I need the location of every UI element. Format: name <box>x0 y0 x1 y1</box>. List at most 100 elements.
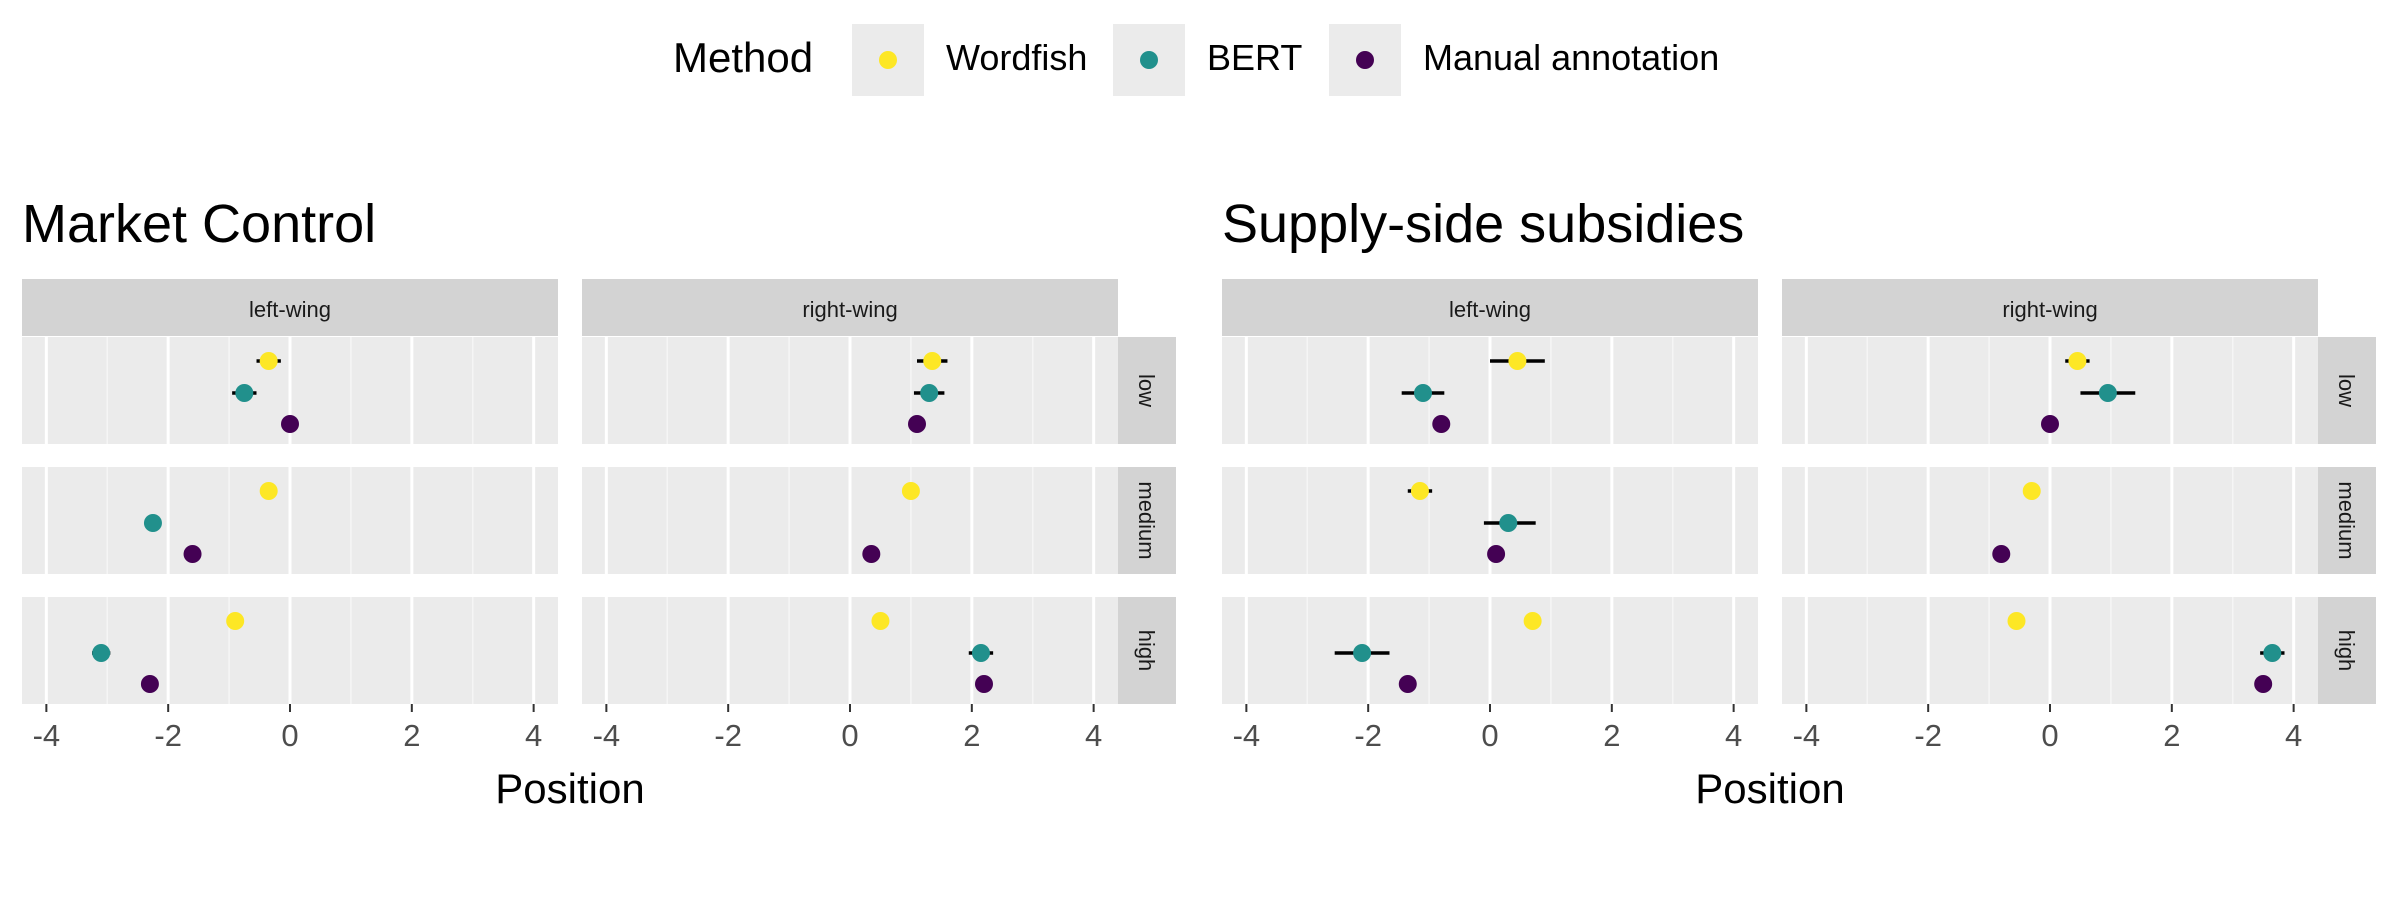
point-manual-annotation <box>862 545 881 563</box>
panel-right-wing-low <box>582 337 1118 444</box>
point-wordfish <box>1508 352 1527 370</box>
point-wordfish <box>259 482 278 500</box>
x-tick-label: -2 <box>154 718 182 753</box>
legend-marker-icon <box>879 51 897 69</box>
facet-strip-label: medium <box>1134 481 1159 559</box>
legend-marker-icon <box>1356 51 1374 69</box>
x-tick-label: -4 <box>33 718 61 753</box>
panel-right-wing-high <box>1782 597 2318 704</box>
x-tick-label: 4 <box>2285 718 2302 753</box>
x-tick-label: 4 <box>1725 718 1742 753</box>
point-manual-annotation <box>975 675 993 693</box>
x-tick-label: 0 <box>841 718 858 753</box>
point-manual-annotation <box>1992 545 2011 563</box>
legend-label: Wordfish <box>946 37 1087 78</box>
point-bert <box>2263 644 2282 662</box>
facet-strip-label: right-wing <box>802 297 897 322</box>
facet-strip-low <box>1118 337 1176 444</box>
point-manual-annotation <box>183 545 202 563</box>
point-bert <box>92 644 111 662</box>
x-tick-label: 2 <box>963 718 980 753</box>
panel-left-wing-medium <box>1222 467 1758 574</box>
panel-left-wing-high <box>1222 597 1758 704</box>
x-tick-label: 0 <box>2041 718 2058 753</box>
facet-strip-right-wing <box>582 279 1118 336</box>
legend-marker-icon <box>1140 51 1158 69</box>
chart-title: Market Control <box>22 194 376 254</box>
x-tick-label: 2 <box>1603 718 1620 753</box>
legend: Method Wordfish BERT Manual annotation <box>673 24 1719 96</box>
x-tick-label: -2 <box>1354 718 1382 753</box>
panel-right-wing-medium <box>582 467 1118 574</box>
point-bert <box>143 514 162 532</box>
facet-strip-label: high <box>1134 630 1159 672</box>
x-tick-label: 2 <box>2163 718 2180 753</box>
chart-supply-side-subsidies: Supply-side subsidies left-wing -4 -2 0 2 4 rig… <box>1222 194 2376 812</box>
legend-label: Manual annotation <box>1423 37 1719 78</box>
facet-strip-label: low <box>1134 374 1159 407</box>
x-tick-label: -4 <box>593 718 621 753</box>
point-manual-annotation <box>908 415 926 433</box>
facet-strip-label: right-wing <box>2002 297 2097 322</box>
point-wordfish <box>226 612 245 630</box>
x-tick-label: 4 <box>1085 718 1102 753</box>
point-manual-annotation <box>1398 675 1417 693</box>
x-tick-label: -4 <box>1793 718 1821 753</box>
facet-strip-high <box>1118 597 1176 704</box>
facet-strip-label: left-wing <box>1449 297 1531 322</box>
x-axis-label: Position <box>1695 765 1844 812</box>
facet-strip-high <box>2318 597 2376 704</box>
point-wordfish <box>871 612 890 630</box>
panel-left-wing-low <box>1222 337 1758 444</box>
x-tick-label: -4 <box>1233 718 1261 753</box>
facet-strip-label: high <box>2334 630 2359 672</box>
point-bert <box>235 384 254 402</box>
panel-left-wing-high <box>22 597 558 704</box>
facet-strip-left-wing <box>1222 279 1758 336</box>
point-wordfish <box>259 352 278 370</box>
panel-right-wing-high <box>582 597 1118 704</box>
point-bert <box>920 384 939 402</box>
facet-strip-label: left-wing <box>249 297 331 322</box>
point-bert <box>971 644 990 662</box>
point-manual-annotation <box>2254 675 2273 693</box>
panel-left-wing-medium <box>22 467 558 574</box>
point-manual-annotation <box>1432 415 1451 433</box>
facet-strip-label: low <box>2334 374 2359 407</box>
point-manual-annotation <box>2041 415 2059 433</box>
facet-strip-right-wing <box>1782 279 2318 336</box>
point-bert <box>1353 644 1372 662</box>
facet-strip-medium <box>2318 467 2376 574</box>
x-tick-label: 4 <box>525 718 542 753</box>
point-wordfish <box>1523 612 1542 630</box>
x-tick-label: 0 <box>281 718 298 753</box>
legend-title: Method <box>673 34 813 81</box>
point-wordfish <box>923 352 942 370</box>
legend-item-manual-annotation: Manual annotation <box>1329 24 1719 96</box>
point-wordfish <box>1410 482 1429 500</box>
facet-strip-left-wing <box>22 279 558 336</box>
facet-strip-label: medium <box>2334 481 2359 559</box>
legend-label: BERT <box>1207 37 1302 78</box>
x-tick-label: 0 <box>1481 718 1498 753</box>
x-tick-label: -2 <box>1914 718 1942 753</box>
legend-item-wordfish: Wordfish <box>852 24 1087 96</box>
chart-title: Supply-side subsidies <box>1222 194 1744 254</box>
point-bert <box>1499 514 1518 532</box>
facet-strip-low <box>2318 337 2376 444</box>
legend-item-bert: BERT <box>1113 24 1302 96</box>
chart-market-control: Market Control left-wing -4 -2 0 2 4 right-wing… <box>22 194 1176 812</box>
panel-left-wing-low <box>22 337 558 444</box>
point-wordfish <box>2068 352 2087 370</box>
point-manual-annotation <box>1487 545 1506 563</box>
panel-right-wing-medium <box>1782 467 2318 574</box>
point-wordfish <box>2022 482 2041 500</box>
point-wordfish <box>901 482 920 500</box>
x-tick-label: -2 <box>714 718 742 753</box>
x-axis-label: Position <box>495 765 644 812</box>
panel-right-wing-low <box>1782 337 2318 444</box>
x-tick-label: 2 <box>403 718 420 753</box>
point-bert <box>2098 384 2117 402</box>
point-manual-annotation <box>281 415 299 433</box>
